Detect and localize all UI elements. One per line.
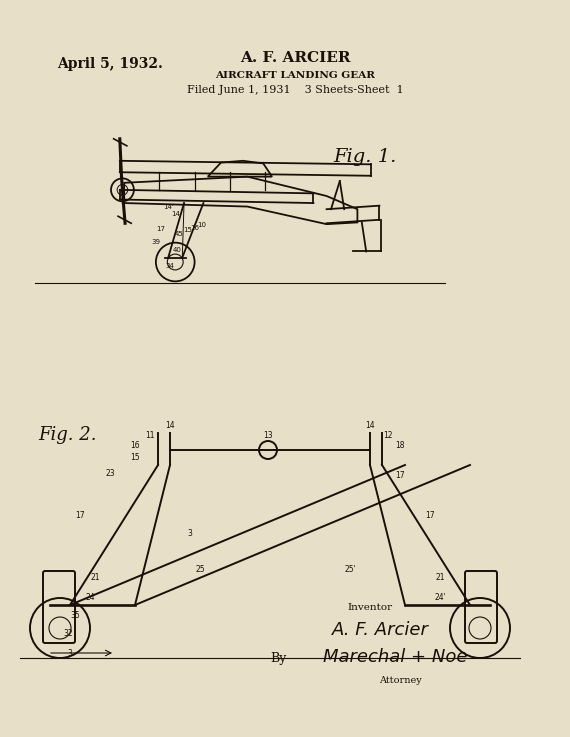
Text: 17: 17 <box>157 226 166 232</box>
Text: 18: 18 <box>395 441 405 450</box>
Text: By: By <box>270 652 286 665</box>
Text: 15: 15 <box>183 227 192 234</box>
Text: 21: 21 <box>90 573 100 582</box>
Text: 40: 40 <box>173 247 181 253</box>
Text: 14': 14' <box>163 204 174 211</box>
Text: 21: 21 <box>435 573 445 582</box>
Text: 25: 25 <box>195 565 205 575</box>
Text: 10: 10 <box>197 222 206 228</box>
Text: 23: 23 <box>105 469 115 478</box>
Text: 14: 14 <box>365 421 375 430</box>
Text: 14: 14 <box>165 421 175 430</box>
Text: 14: 14 <box>171 211 180 217</box>
Text: AIRCRAFT LANDING GEAR: AIRCRAFT LANDING GEAR <box>215 71 375 80</box>
Text: 11: 11 <box>145 430 154 439</box>
Text: 35: 35 <box>70 610 80 620</box>
Text: 16: 16 <box>190 225 199 231</box>
Text: Marechal + Noe: Marechal + Noe <box>323 648 467 666</box>
Text: 12: 12 <box>383 430 393 439</box>
Text: 17: 17 <box>395 470 405 480</box>
Text: Filed June 1, 1931    3 Sheets-Sheet  1: Filed June 1, 1931 3 Sheets-Sheet 1 <box>187 85 404 95</box>
Text: Fig. 1.: Fig. 1. <box>333 148 397 166</box>
Text: 13: 13 <box>263 430 273 439</box>
Text: 34: 34 <box>165 263 174 270</box>
Text: A. F. ARCIER: A. F. ARCIER <box>240 51 350 65</box>
Text: 32: 32 <box>63 629 73 638</box>
Text: A. F. Arcier: A. F. Arcier <box>332 621 429 639</box>
Text: 24: 24 <box>85 593 95 603</box>
Text: April 5, 1932.: April 5, 1932. <box>57 57 163 71</box>
Text: 39: 39 <box>152 239 160 245</box>
Text: 15: 15 <box>130 453 140 461</box>
Text: 25': 25' <box>344 565 356 575</box>
Text: 17: 17 <box>75 511 85 520</box>
Text: Inventor: Inventor <box>348 603 393 612</box>
Text: 17: 17 <box>425 511 435 520</box>
Text: 3: 3 <box>68 649 72 657</box>
Text: 3: 3 <box>188 528 193 537</box>
Text: 16: 16 <box>130 441 140 450</box>
Text: 24': 24' <box>434 593 446 603</box>
Text: Attorney: Attorney <box>378 676 421 685</box>
Text: Fig. 2.: Fig. 2. <box>39 426 97 444</box>
Text: 45: 45 <box>174 231 183 237</box>
